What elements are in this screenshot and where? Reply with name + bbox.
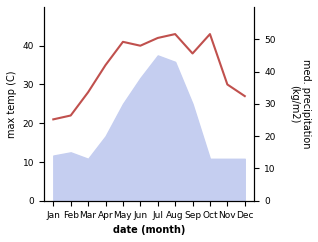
Y-axis label: med. precipitation
(kg/m2): med. precipitation (kg/m2): [289, 59, 311, 149]
Y-axis label: max temp (C): max temp (C): [7, 70, 17, 138]
X-axis label: date (month): date (month): [113, 225, 185, 235]
